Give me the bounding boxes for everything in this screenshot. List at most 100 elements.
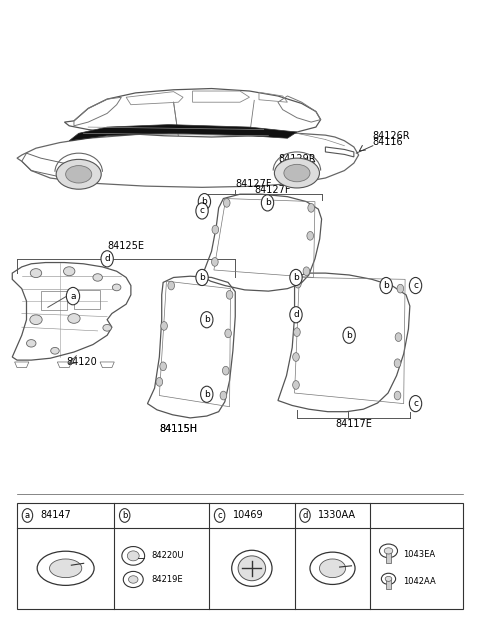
Circle shape: [196, 203, 208, 219]
Circle shape: [394, 391, 401, 400]
Circle shape: [168, 281, 175, 290]
Text: c: c: [217, 511, 222, 520]
Circle shape: [161, 322, 168, 330]
Text: 84220U: 84220U: [151, 551, 184, 561]
Circle shape: [225, 329, 231, 338]
Text: c: c: [200, 206, 204, 216]
Ellipse shape: [51, 347, 59, 354]
Ellipse shape: [30, 315, 42, 325]
Ellipse shape: [56, 159, 101, 189]
Text: b: b: [204, 390, 210, 399]
Ellipse shape: [93, 274, 102, 281]
Bar: [17, 503, 463, 609]
Ellipse shape: [63, 266, 75, 276]
Text: b: b: [346, 331, 352, 340]
Ellipse shape: [232, 551, 272, 586]
Circle shape: [290, 307, 302, 323]
Ellipse shape: [68, 314, 80, 324]
Circle shape: [198, 194, 211, 209]
Circle shape: [293, 352, 300, 361]
Ellipse shape: [275, 158, 320, 188]
Circle shape: [120, 508, 130, 522]
Circle shape: [226, 290, 233, 299]
Text: c: c: [413, 281, 418, 290]
Circle shape: [222, 366, 229, 375]
Text: 84147: 84147: [41, 510, 72, 520]
Ellipse shape: [30, 268, 42, 278]
Circle shape: [290, 270, 302, 285]
Ellipse shape: [129, 576, 138, 583]
Text: b: b: [202, 197, 207, 206]
Circle shape: [212, 225, 219, 234]
Text: b: b: [293, 273, 299, 282]
Circle shape: [196, 270, 208, 285]
Circle shape: [156, 377, 163, 386]
Circle shape: [409, 396, 422, 412]
Text: 1042AA: 1042AA: [403, 577, 435, 586]
Text: b: b: [199, 273, 205, 282]
Ellipse shape: [380, 544, 397, 558]
Text: 84115H: 84115H: [159, 424, 197, 434]
Circle shape: [397, 284, 404, 293]
Circle shape: [308, 204, 314, 212]
Text: 84120: 84120: [67, 357, 97, 367]
Text: b: b: [264, 198, 270, 208]
Circle shape: [215, 508, 225, 522]
Text: b: b: [122, 511, 127, 520]
Circle shape: [201, 386, 213, 403]
Circle shape: [293, 381, 300, 389]
Text: d: d: [302, 511, 308, 520]
Bar: [74, 290, 100, 308]
Text: 1330AA: 1330AA: [318, 510, 356, 520]
Text: 84115H: 84115H: [159, 424, 197, 434]
Text: b: b: [204, 315, 210, 324]
Circle shape: [220, 391, 227, 400]
Polygon shape: [69, 125, 297, 140]
Circle shape: [295, 279, 301, 288]
Ellipse shape: [320, 559, 346, 577]
Circle shape: [22, 508, 33, 522]
Circle shape: [160, 362, 167, 371]
Bar: [41, 290, 67, 310]
Text: b: b: [383, 281, 389, 290]
Ellipse shape: [123, 571, 143, 587]
Circle shape: [380, 278, 392, 293]
Ellipse shape: [112, 284, 121, 291]
Circle shape: [212, 258, 218, 266]
Circle shape: [307, 231, 313, 240]
Ellipse shape: [382, 573, 396, 584]
Circle shape: [223, 199, 230, 208]
Text: 84125E: 84125E: [107, 241, 144, 251]
Text: a: a: [70, 292, 76, 300]
Ellipse shape: [26, 340, 36, 347]
Bar: [385, 550, 391, 563]
Text: d: d: [104, 255, 110, 263]
Text: 84219E: 84219E: [151, 575, 183, 584]
Text: 84117E: 84117E: [335, 419, 372, 429]
Circle shape: [303, 267, 310, 276]
Ellipse shape: [103, 324, 111, 331]
Circle shape: [66, 287, 80, 305]
Text: 1043EA: 1043EA: [403, 550, 435, 559]
Circle shape: [395, 333, 402, 342]
Circle shape: [101, 251, 113, 267]
Circle shape: [201, 312, 213, 328]
Ellipse shape: [238, 556, 265, 581]
Ellipse shape: [66, 166, 92, 183]
Text: 10469: 10469: [233, 510, 264, 520]
Text: 84119B: 84119B: [278, 161, 315, 171]
Circle shape: [343, 327, 355, 344]
Ellipse shape: [310, 552, 355, 584]
Bar: [386, 578, 391, 589]
Ellipse shape: [127, 551, 139, 561]
Text: 84127F: 84127F: [254, 186, 291, 196]
Text: c: c: [413, 399, 418, 408]
Text: 84127F: 84127F: [235, 179, 272, 189]
Ellipse shape: [384, 548, 393, 554]
Circle shape: [261, 195, 274, 211]
Ellipse shape: [37, 551, 94, 586]
Circle shape: [300, 508, 310, 522]
Circle shape: [409, 278, 422, 293]
Text: a: a: [25, 511, 30, 520]
Text: 84126R: 84126R: [373, 131, 410, 140]
